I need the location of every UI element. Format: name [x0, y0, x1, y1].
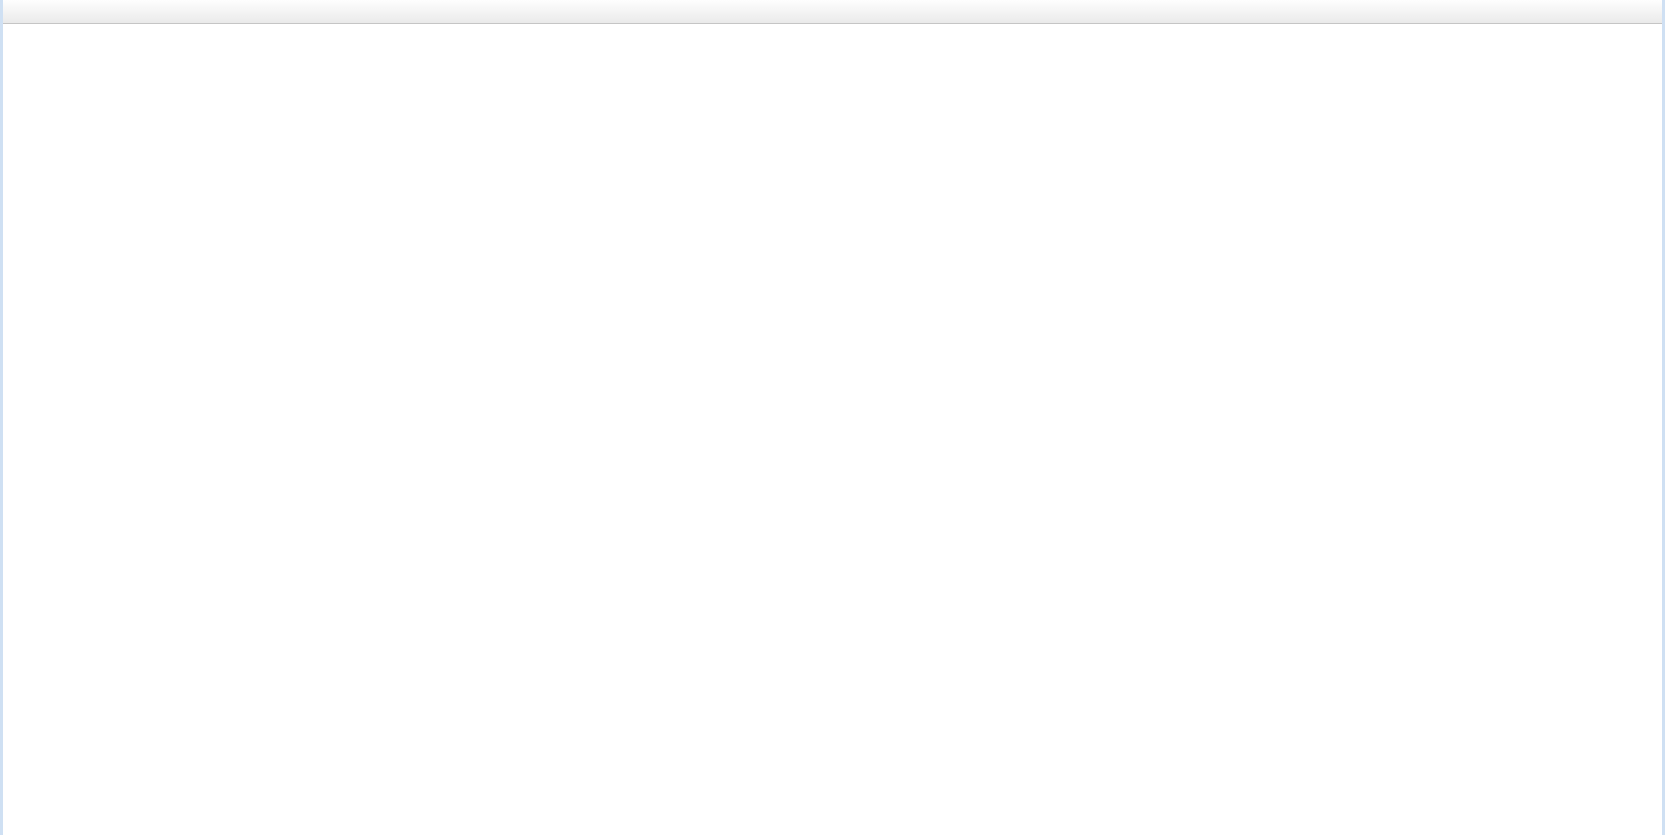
gbpusd-h4-chart[interactable]: [0, 24, 1665, 784]
main-toolbar: [0, 0, 1665, 24]
